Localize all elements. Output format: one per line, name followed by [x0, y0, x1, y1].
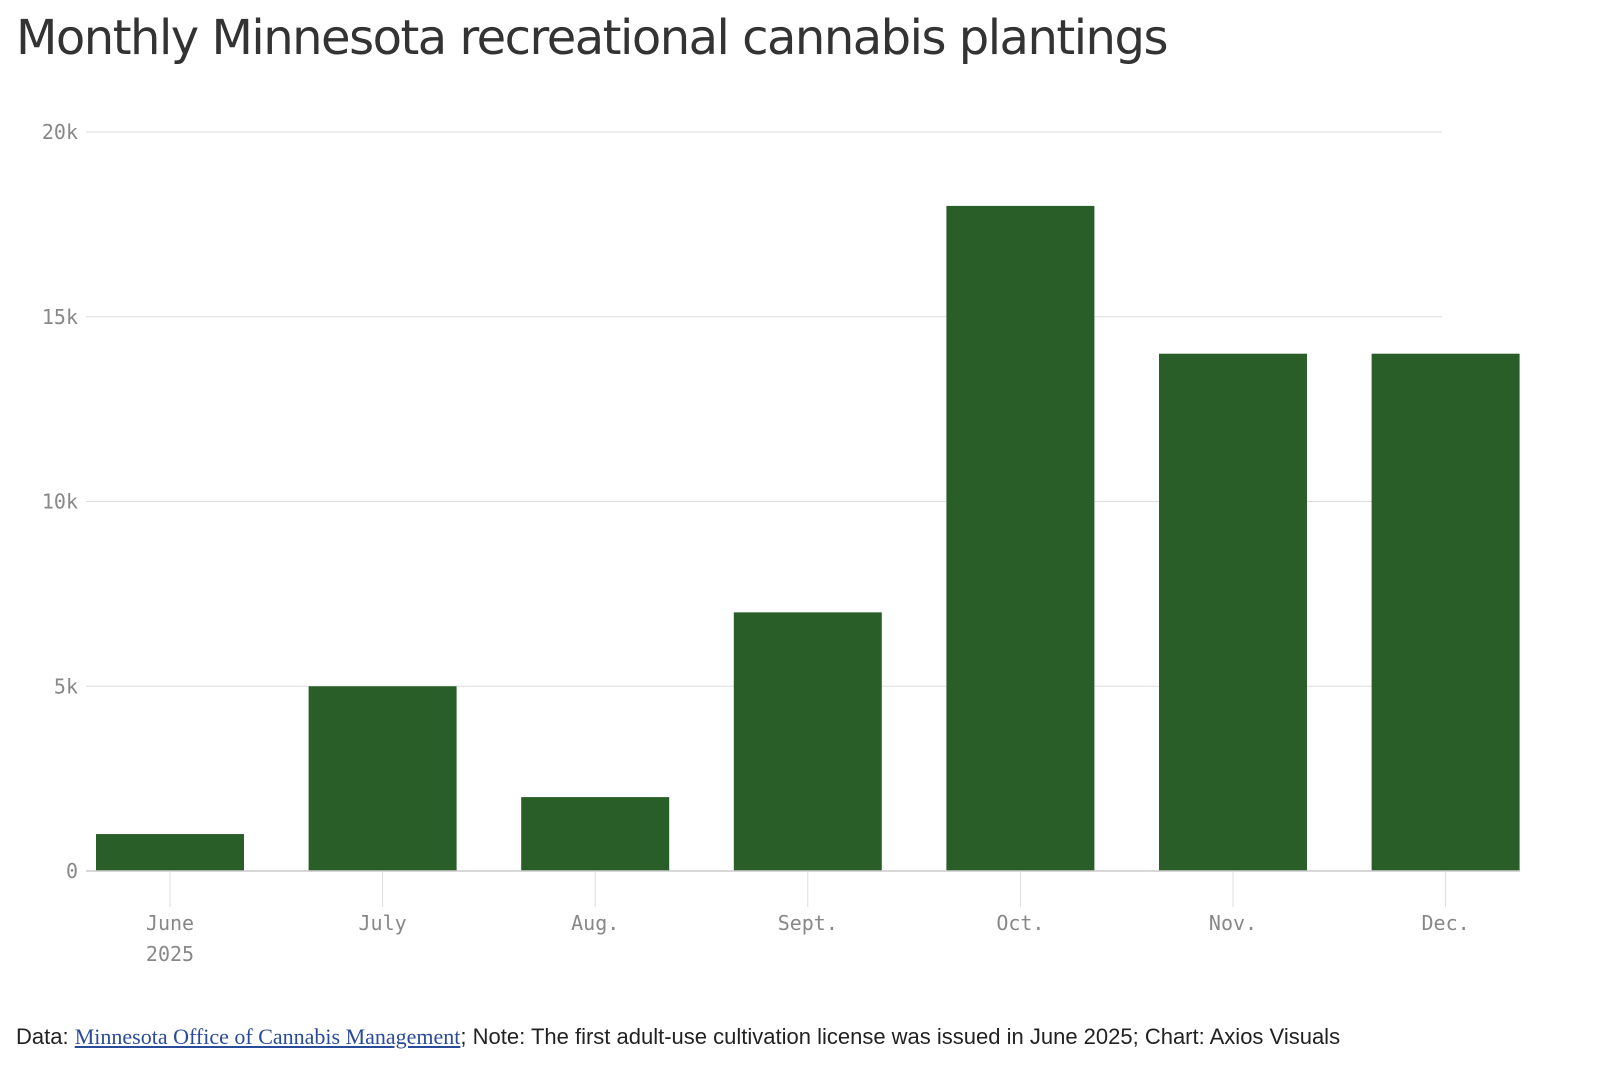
y-tick-label-10k: 10k — [42, 490, 78, 514]
chart-title: Monthly Minnesota recreational cannabis … — [16, 10, 1168, 66]
y-tick-label-5k: 5k — [54, 674, 78, 698]
bar-dec — [1371, 353, 1520, 871]
x-tick-sublabel-2025: 2025 — [146, 942, 194, 966]
source-link[interactable]: Minnesota Office of Cannabis Management — [74, 1024, 461, 1049]
data-prefix: Data: — [16, 1024, 75, 1049]
footer-note: ; Note: The first adult-use cultivation … — [460, 1024, 1341, 1049]
x-tick-label-sept: Sept. — [778, 911, 838, 935]
bar-july — [308, 686, 457, 871]
bar-sept — [733, 612, 882, 871]
y-axis-ticks: 0 5k 10k 15k 20k — [42, 120, 78, 883]
bar-chart: 0 5k 10k 15k 20k June 2025 July Aug. Sept. Oct. No… — [42, 120, 1520, 966]
y-tick-label-15k: 15k — [42, 305, 78, 329]
x-tick-label-dec: Dec. — [1422, 911, 1470, 935]
chart-footer: Data: Minnesota Office of Cannabis Manag… — [16, 1024, 1340, 1050]
y-tick-label-0: 0 — [66, 859, 78, 883]
y-tick-label-20k: 20k — [42, 120, 78, 144]
x-tick-label-aug: Aug. — [571, 911, 619, 935]
bars — [96, 205, 1520, 871]
x-tick-label-july: July — [359, 911, 407, 935]
bar-nov — [1159, 353, 1307, 871]
bar-aug — [521, 797, 670, 871]
x-axis-ticks: June 2025 July Aug. Sept. Oct. Nov. Dec. — [86, 870, 1520, 966]
bar-june — [96, 834, 244, 871]
x-tick-label-june: June — [146, 911, 194, 935]
bar-oct — [946, 205, 1095, 871]
x-tick-label-nov: Nov. — [1209, 911, 1257, 935]
x-tick-label-oct: Oct. — [996, 911, 1044, 935]
